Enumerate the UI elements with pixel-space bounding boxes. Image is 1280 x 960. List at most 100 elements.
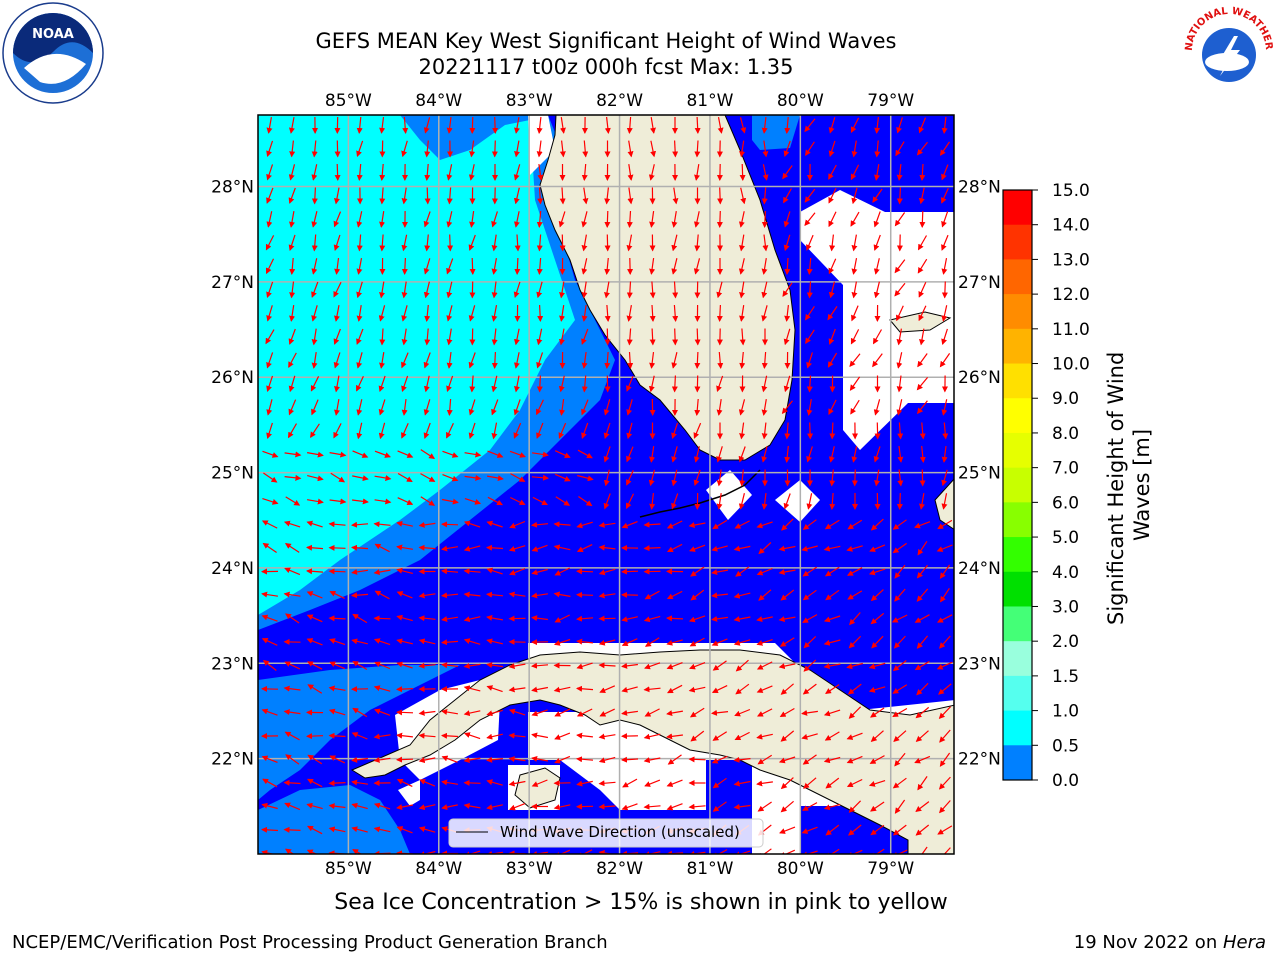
wind-wave-arrow xyxy=(329,451,347,458)
colorbar-tick-label: 9.0 xyxy=(1052,389,1079,409)
wind-wave-arrow xyxy=(829,469,836,487)
wind-wave-arrow xyxy=(850,211,860,227)
wind-wave-arrow xyxy=(914,614,930,623)
wind-wave-arrow xyxy=(373,826,391,833)
wind-wave-arrow xyxy=(441,545,458,552)
wind-wave-arrow xyxy=(739,351,746,369)
wind-wave-arrow xyxy=(649,328,656,346)
wind-wave-arrow xyxy=(288,164,296,181)
wind-wave-arrow xyxy=(938,776,951,790)
wind-wave-arrow xyxy=(351,544,369,551)
wind-wave-arrow xyxy=(941,187,949,204)
wind-wave-arrow xyxy=(532,496,548,506)
wind-wave-arrow xyxy=(554,708,571,717)
wind-wave-arrow xyxy=(311,187,318,205)
wind-wave-arrow xyxy=(761,117,768,134)
footer-host: Hera xyxy=(1222,932,1266,953)
wind-wave-arrow xyxy=(733,780,751,787)
wind-wave-arrow xyxy=(739,234,745,252)
wind-wave-arrow xyxy=(688,756,706,763)
ocean-mid-band-southwest xyxy=(258,785,410,854)
lon-tick-top: 83°W xyxy=(506,91,553,111)
wind-wave-arrow xyxy=(442,450,459,458)
wind-wave-arrow xyxy=(892,519,907,530)
wind-wave-arrow xyxy=(644,637,660,647)
wind-wave-arrow xyxy=(690,589,705,601)
wind-wave-arrow xyxy=(576,708,593,717)
wind-wave-arrow xyxy=(446,164,453,181)
wind-wave-arrow xyxy=(939,564,951,579)
wind-wave-arrow xyxy=(711,709,729,716)
wind-wave-arrow xyxy=(711,592,728,599)
wind-wave-arrow xyxy=(868,662,886,670)
wind-wave-arrow xyxy=(536,281,543,299)
lat-tick-left: 25°N xyxy=(211,464,254,484)
wind-wave-arrow xyxy=(621,662,638,669)
wind-wave-arrow xyxy=(307,475,324,482)
wind-wave-arrow xyxy=(554,450,571,458)
wind-wave-arrow xyxy=(535,399,544,416)
wind-wave-arrow xyxy=(356,211,363,228)
wind-wave-arrow xyxy=(307,498,324,505)
wind-wave-arrow xyxy=(671,422,679,440)
wind-wave-arrow xyxy=(694,328,701,346)
colorbar-segment xyxy=(1003,190,1032,226)
wind-wave-arrow xyxy=(780,730,795,742)
wind-wave-arrow xyxy=(508,545,526,552)
wind-wave-arrow xyxy=(306,733,324,740)
wind-wave-arrow xyxy=(446,211,453,228)
wind-wave-arrow xyxy=(508,756,526,763)
wind-wave-arrow xyxy=(418,662,436,669)
wind-wave-arrow xyxy=(918,281,927,298)
wind-wave-arrow xyxy=(711,569,729,575)
wind-wave-arrow xyxy=(266,352,274,369)
wind-wave-arrow xyxy=(917,353,928,368)
wind-wave-arrow xyxy=(446,328,453,346)
wind-wave-arrow xyxy=(378,305,386,322)
wind-wave-arrow xyxy=(289,140,296,158)
wind-wave-arrow xyxy=(311,258,318,275)
wind-wave-arrow xyxy=(378,422,386,440)
wind-wave-arrow xyxy=(942,422,949,440)
wind-wave-arrow xyxy=(738,399,746,416)
wind-wave-arrow xyxy=(711,615,728,622)
wind-wave-arrow xyxy=(491,422,498,440)
wind-wave-arrow xyxy=(780,683,794,695)
wind-wave-arrow xyxy=(352,707,368,718)
wind-wave-arrow xyxy=(396,804,414,811)
wind-wave-arrow xyxy=(666,803,683,811)
wind-wave-arrow xyxy=(311,328,318,346)
wind-wave-arrow xyxy=(870,518,884,531)
wind-wave-arrow xyxy=(401,187,408,205)
wind-wave-arrow xyxy=(423,211,431,228)
wind-wave-arrow xyxy=(352,660,368,671)
wind-wave-arrow xyxy=(423,352,431,369)
wind-wave-arrow xyxy=(851,446,858,463)
wind-wave-arrow xyxy=(621,521,638,529)
wind-wave-arrow xyxy=(311,211,318,228)
wind-wave-arrow xyxy=(672,140,679,158)
wind-wave-arrow xyxy=(559,117,566,134)
wind-wave-arrow xyxy=(694,140,701,158)
wind-wave-arrow xyxy=(914,660,930,671)
wind-wave-arrow xyxy=(441,616,458,622)
wind-wave-arrow xyxy=(424,140,431,158)
wind-wave-arrow xyxy=(918,187,925,205)
wind-wave-arrow xyxy=(716,304,723,322)
colorbar-segment xyxy=(1003,294,1032,330)
wind-wave-arrow xyxy=(441,755,458,763)
wind-wave-arrow xyxy=(578,496,593,507)
colorbar-tick-label: 11.0 xyxy=(1052,320,1090,340)
wind-wave-arrow xyxy=(553,686,571,693)
wind-wave-arrow xyxy=(784,445,791,463)
wind-wave-arrow xyxy=(581,163,588,181)
wind-wave-arrow xyxy=(418,638,436,645)
wind-wave-arrow xyxy=(626,446,634,463)
wind-wave-arrow xyxy=(536,116,543,134)
wind-wave-arrow xyxy=(756,733,773,740)
wind-wave-arrow xyxy=(871,635,884,649)
wind-wave-arrow xyxy=(351,779,368,786)
colorbar-tick-label: 1.5 xyxy=(1052,667,1079,687)
wind-wave-arrow xyxy=(486,591,504,598)
colorbar-tick-label: 12.0 xyxy=(1052,285,1090,305)
